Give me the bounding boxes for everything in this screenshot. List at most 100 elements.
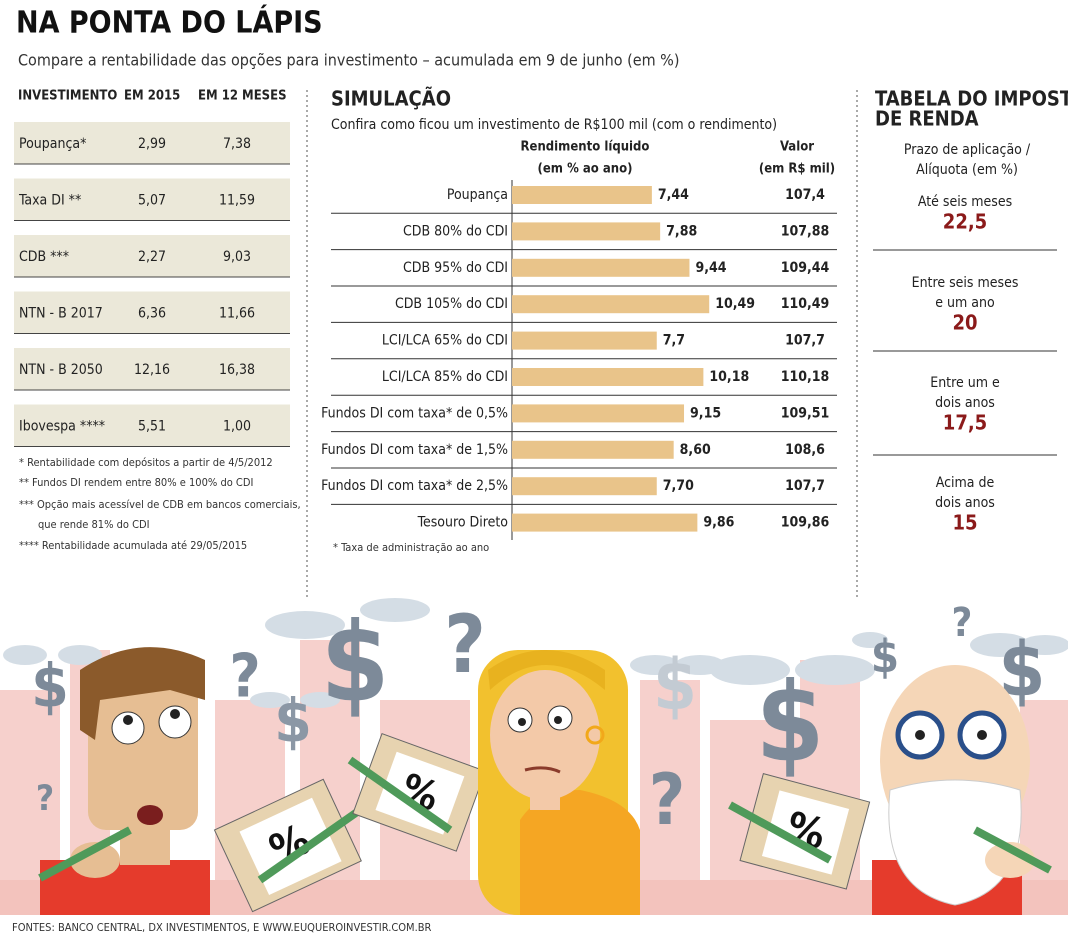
note: * Rentabilidade com depósitos a partir d… bbox=[19, 456, 273, 469]
tax-rate: 17,5 bbox=[943, 411, 987, 435]
dollar: $ bbox=[653, 644, 697, 726]
question: ? bbox=[229, 642, 260, 712]
chart-footnote: * Taxa de administração ao ano bbox=[333, 541, 489, 554]
category-label: Fundos DI com taxa* de 2,5% bbox=[321, 478, 508, 494]
table-cell: 12,16 bbox=[134, 362, 170, 378]
category-label: Fundos DI com taxa* de 0,5% bbox=[321, 405, 508, 421]
question: ? bbox=[649, 759, 686, 841]
category-label: CDB 80% do CDI bbox=[403, 223, 508, 239]
tax-term: Entre um e bbox=[930, 375, 1000, 391]
table-row-bg bbox=[14, 404, 290, 447]
bar bbox=[512, 186, 652, 204]
question: ? bbox=[952, 600, 973, 646]
amount-label: 107,7 bbox=[785, 333, 825, 349]
subtitle: Compare a rentabilidade das opções para … bbox=[18, 51, 679, 70]
dollar: $ bbox=[871, 630, 899, 683]
category-label: Tesouro Direto bbox=[417, 515, 509, 531]
value-label: 7,7 bbox=[663, 333, 685, 349]
dollar: $ bbox=[274, 687, 312, 757]
dollar: $ bbox=[321, 598, 390, 726]
footer: FONTES: BANCO CENTRAL, DX INVESTIMENTOS,… bbox=[12, 921, 432, 934]
note: **** Rentabilidade acumulada até 29/05/2… bbox=[19, 539, 247, 552]
amount-label: 109,86 bbox=[781, 515, 830, 531]
amount-label: 110,49 bbox=[781, 296, 830, 312]
axis-label: Rendimento líquido bbox=[521, 140, 650, 155]
wings bbox=[3, 598, 1068, 708]
note: que rende 81% do CDI bbox=[38, 518, 150, 531]
value-label: 7,88 bbox=[666, 223, 697, 239]
table-cell: NTN - B 2017 bbox=[19, 306, 103, 322]
table-row-bg bbox=[14, 235, 290, 277]
woman: % bbox=[347, 650, 640, 915]
table-cell: 6,36 bbox=[138, 306, 166, 322]
value-label: 7,44 bbox=[658, 187, 689, 203]
column-header: (em R$ mil) bbox=[759, 162, 835, 177]
tax-term: Até seis meses bbox=[918, 194, 1012, 210]
category-label: CDB 105% do CDI bbox=[395, 296, 508, 312]
tax-header: Prazo de aplicação / bbox=[904, 142, 1031, 158]
value-label: 10,49 bbox=[715, 296, 755, 312]
category-label: Poupança bbox=[447, 187, 508, 203]
tax-term: e um ano bbox=[935, 295, 995, 311]
table-row-bg bbox=[14, 348, 290, 390]
table-cell: 11,66 bbox=[219, 306, 255, 322]
table-cell: 5,07 bbox=[138, 193, 166, 209]
amount-label: 107,7 bbox=[785, 478, 825, 494]
title: NA PONTA DO LÁPIS bbox=[16, 5, 323, 41]
dollar: $ bbox=[31, 652, 69, 722]
table-row-bg bbox=[14, 291, 290, 334]
symbols: $ $ $ $ $ $ $ ? ? ? ? ? bbox=[31, 598, 1045, 841]
tax-rate: 20 bbox=[952, 311, 977, 335]
table-cell: 1,00 bbox=[223, 419, 251, 435]
note: *** Opção mais acessível de CDB em banco… bbox=[19, 498, 301, 511]
table-header: EM 12 MESES bbox=[198, 89, 287, 104]
value-label: 9,86 bbox=[703, 515, 734, 531]
amount-label: 107,88 bbox=[781, 223, 830, 239]
old-man: % bbox=[728, 665, 1052, 915]
tax-term: Entre seis meses bbox=[912, 275, 1019, 291]
chart-subtitle: Confira como ficou um investimento de R$… bbox=[331, 117, 777, 133]
amount-label: 109,51 bbox=[781, 405, 830, 421]
table-header: INVESTIMENTO bbox=[18, 89, 117, 104]
tax-rate: 22,5 bbox=[943, 210, 987, 234]
bar bbox=[512, 368, 704, 386]
value-label: 7,70 bbox=[663, 478, 694, 494]
note: ** Fundos DI rendem entre 80% e 100% do … bbox=[19, 476, 253, 489]
table-cell: 2,99 bbox=[138, 136, 166, 152]
tax-term: Acima de bbox=[936, 475, 995, 491]
bar bbox=[512, 222, 661, 241]
table-cell: 2,27 bbox=[138, 249, 166, 265]
value-label: 10,18 bbox=[709, 369, 749, 385]
bar bbox=[512, 258, 690, 277]
amount-label: 109,44 bbox=[781, 260, 830, 276]
category-label: LCI/LCA 65% do CDI bbox=[382, 333, 508, 349]
table-cell: 5,51 bbox=[138, 419, 166, 435]
category-label: Fundos DI com taxa* de 1,5% bbox=[321, 442, 508, 458]
dollar: $ bbox=[756, 658, 825, 786]
amount-label: 107,4 bbox=[785, 187, 825, 203]
bar bbox=[512, 404, 685, 423]
axis-label: (em % ao ano) bbox=[538, 162, 633, 177]
amount-label: 110,18 bbox=[781, 369, 830, 385]
table-cell: CDB *** bbox=[19, 249, 69, 265]
table-header: EM 2015 bbox=[124, 89, 180, 104]
tax-term: dois anos bbox=[935, 395, 995, 411]
table-cell: Taxa DI ** bbox=[18, 193, 81, 209]
question: ? bbox=[444, 598, 486, 691]
table-row-bg bbox=[14, 122, 290, 164]
table-cell: Poupança* bbox=[19, 136, 86, 152]
table-cell: 11,59 bbox=[219, 193, 255, 209]
tax-header: Alíquota (em %) bbox=[916, 162, 1018, 178]
table-cell: NTN - B 2050 bbox=[19, 362, 103, 378]
table-cell: 16,38 bbox=[219, 362, 255, 378]
illustration: $ $ $ $ $ $ $ ? ? ? ? ? % % % bbox=[0, 598, 1068, 915]
bar bbox=[512, 477, 657, 496]
table-cell: 9,03 bbox=[223, 249, 251, 265]
category-label: CDB 95% do CDI bbox=[403, 260, 508, 276]
value-label: 9,15 bbox=[690, 405, 721, 421]
chart-title: SIMULAÇÃO bbox=[331, 87, 451, 111]
amount-label: 108,6 bbox=[785, 442, 825, 458]
bar bbox=[512, 295, 710, 314]
bar bbox=[512, 440, 674, 459]
